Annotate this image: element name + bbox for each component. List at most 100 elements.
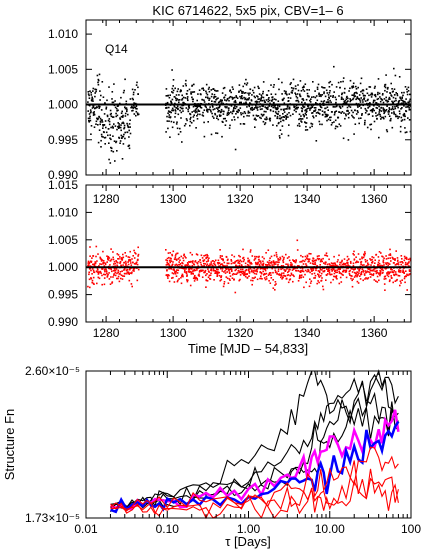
data-point (390, 82, 392, 85)
data-point (227, 113, 230, 116)
data-point (98, 73, 101, 76)
data-point (302, 263, 305, 265)
data-point (338, 268, 340, 270)
data-point (230, 262, 233, 265)
data-point (178, 261, 180, 263)
data-point (227, 109, 230, 111)
data-point (251, 283, 253, 286)
data-point (219, 249, 221, 251)
data-point (129, 259, 131, 261)
data-point (329, 119, 332, 121)
data-point (249, 107, 252, 110)
data-point (203, 99, 205, 102)
data-point (167, 252, 170, 254)
data-point (399, 267, 401, 270)
data-point (314, 263, 317, 266)
data-point (324, 254, 326, 257)
data-point (402, 102, 404, 104)
data-point (265, 110, 267, 113)
data-point (342, 262, 345, 265)
data-point (225, 268, 227, 270)
data-point (91, 268, 94, 270)
data-point (89, 265, 92, 267)
data-point (266, 261, 269, 263)
data-point (118, 126, 121, 129)
data-point (369, 258, 371, 260)
data-point (123, 127, 125, 130)
data-point (222, 121, 224, 123)
data-point (248, 275, 250, 277)
data-point (262, 267, 264, 270)
data-point (326, 115, 328, 118)
data-point (192, 277, 195, 280)
data-point (173, 121, 175, 124)
data-point (216, 132, 219, 135)
data-point (119, 142, 121, 144)
data-point (196, 254, 199, 256)
data-point (396, 263, 399, 265)
data-point (211, 112, 213, 115)
data-point (100, 263, 103, 266)
data-point (117, 105, 120, 107)
data-point (234, 107, 237, 110)
data-point (323, 92, 325, 95)
data-point (388, 96, 391, 99)
data-point (259, 106, 261, 108)
data-point (224, 270, 226, 272)
data-point (349, 79, 352, 82)
data-point (275, 261, 277, 263)
data-point (275, 108, 278, 111)
data-point (289, 83, 292, 86)
data-point (273, 261, 275, 263)
data-point (242, 112, 244, 115)
data-point (248, 272, 251, 274)
data-point (351, 285, 354, 288)
data-point (394, 271, 397, 273)
data-point (385, 277, 387, 280)
data-point (347, 113, 349, 115)
data-point (123, 126, 126, 129)
data-point (262, 120, 265, 123)
data-point (172, 250, 175, 253)
data-point (231, 98, 234, 100)
data-point (260, 275, 262, 277)
data-point (246, 276, 249, 279)
data-point (288, 93, 291, 95)
data-point (228, 97, 231, 99)
data-point (243, 102, 245, 105)
data-point (252, 91, 255, 94)
data-point (401, 258, 403, 260)
data-point (388, 280, 391, 283)
x-tick-label: 1280 (93, 326, 120, 340)
data-point (230, 269, 233, 271)
data-point (294, 92, 296, 94)
data-point (384, 89, 386, 92)
data-point (261, 105, 263, 107)
data-point (231, 96, 233, 99)
data-point (318, 113, 321, 115)
data-point (384, 115, 387, 118)
data-point (244, 270, 247, 272)
data-point (364, 121, 366, 124)
data-point (344, 87, 346, 90)
data-point (187, 279, 189, 281)
data-point (209, 274, 212, 276)
data-point (354, 268, 356, 270)
data-point (382, 107, 384, 109)
data-point (371, 109, 373, 112)
data-point (265, 118, 267, 121)
data-point (219, 99, 222, 101)
data-point (202, 111, 204, 114)
data-point (131, 106, 133, 109)
data-point (247, 92, 249, 95)
data-point (192, 270, 194, 272)
data-point (358, 270, 360, 272)
data-point (273, 98, 276, 100)
data-point (281, 81, 283, 84)
data-point (227, 111, 229, 114)
data-point (397, 106, 399, 109)
data-point (295, 110, 297, 113)
data-point (329, 90, 331, 92)
data-point (259, 108, 262, 111)
data-point (399, 269, 402, 272)
